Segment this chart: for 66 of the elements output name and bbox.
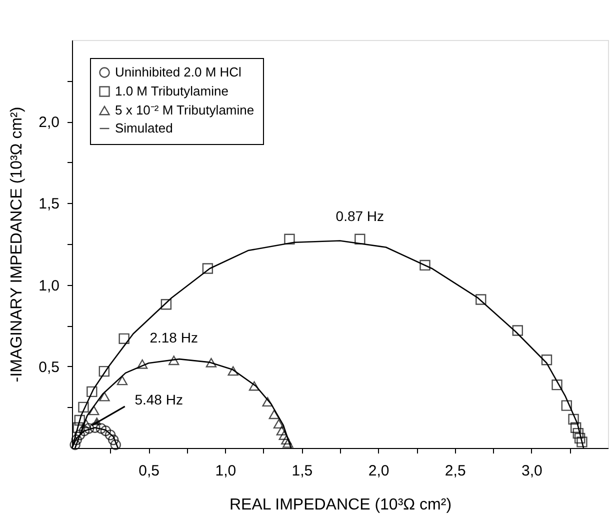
point	[268, 410, 280, 420]
point	[80, 418, 92, 428]
point	[354, 234, 366, 244]
point	[74, 414, 85, 426]
point	[202, 263, 214, 274]
point	[78, 402, 89, 413]
legend-label: 1.0 M Tributylamine	[115, 84, 228, 98]
annotation: 0.87 Hz	[336, 208, 384, 224]
y-tick-label: 2,0	[38, 114, 60, 132]
x-tick-label: 3,0	[522, 462, 542, 480]
point	[168, 356, 180, 366]
legend-label: Simulated	[115, 120, 173, 136]
x-tick-label: 2,0	[368, 462, 390, 480]
point	[568, 414, 579, 425]
y-tick-label: 0,5	[38, 358, 60, 376]
point	[100, 426, 112, 436]
point	[86, 386, 98, 398]
point	[248, 381, 260, 391]
legend-label: Uninhibited 2.0 M HCl	[115, 64, 242, 80]
x-tick-label: 1,5	[292, 462, 313, 480]
point	[276, 426, 287, 436]
point	[284, 234, 295, 244]
annotation: 2.18 Hz	[150, 329, 198, 346]
point	[576, 436, 588, 448]
y-axis-title: -IMAGINARY IMPEDANCE (10³Ω cm²)	[8, 106, 26, 382]
point	[282, 438, 294, 448]
point	[99, 392, 110, 402]
point	[228, 366, 238, 376]
x-tick-label: 2,5	[444, 462, 466, 480]
point	[72, 422, 84, 433]
point	[104, 430, 116, 440]
point	[70, 439, 80, 450]
x-tick-label: 0,5	[138, 462, 160, 480]
point	[273, 419, 284, 429]
point	[572, 428, 584, 439]
point	[420, 260, 430, 271]
point	[78, 426, 90, 436]
point	[512, 325, 523, 336]
point	[570, 422, 582, 433]
point	[90, 422, 100, 433]
annotation: 5.48 Hz	[134, 391, 183, 408]
x-tick-label: 1,0	[215, 462, 236, 480]
point	[136, 359, 148, 369]
y-tick-label: 1,5	[38, 196, 60, 213]
y-tick-label: 1,0	[38, 277, 60, 294]
point	[88, 406, 100, 416]
point	[98, 366, 110, 377]
point	[206, 358, 217, 368]
point	[278, 430, 290, 440]
point	[476, 294, 486, 305]
point	[108, 434, 119, 446]
point	[574, 432, 586, 444]
point	[262, 397, 273, 407]
point	[552, 380, 562, 390]
point	[118, 333, 130, 344]
point	[561, 400, 572, 411]
point	[160, 299, 172, 310]
point	[281, 435, 292, 445]
point	[541, 354, 552, 366]
legend-label: 5 x 10⁻² M Tributylamine	[115, 102, 254, 118]
point	[116, 376, 128, 386]
point	[96, 423, 106, 434]
point	[84, 423, 94, 434]
x-axis-title: REAL IMPEDANCE (10³Ω cm²)	[229, 496, 452, 514]
point	[74, 430, 85, 440]
point	[110, 439, 121, 450]
